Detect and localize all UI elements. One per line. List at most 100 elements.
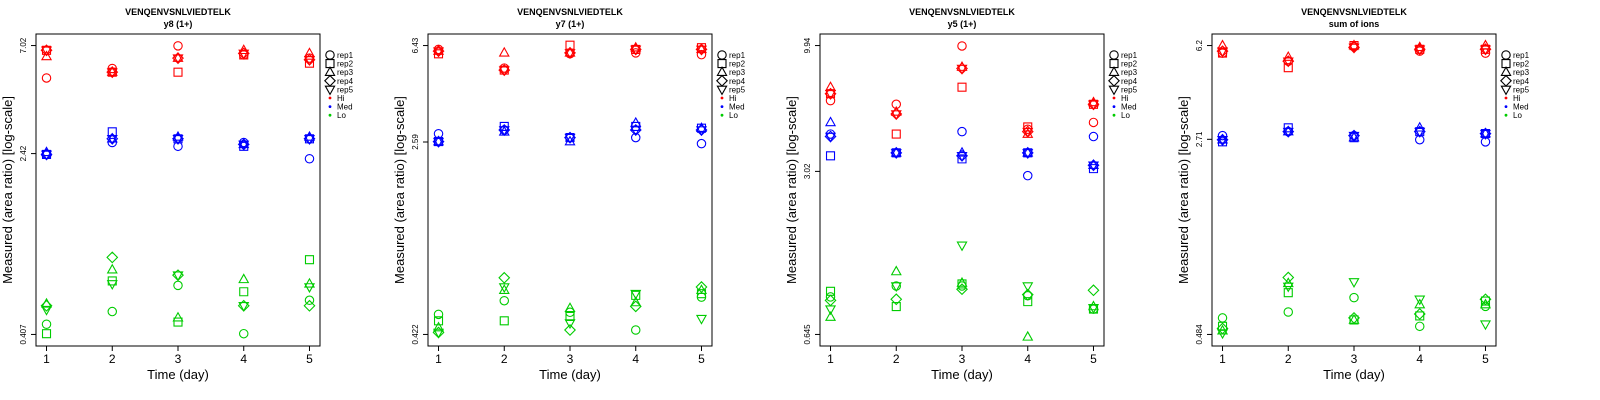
data-point (304, 295, 315, 306)
data-point (41, 73, 52, 83)
legend-color-dot (328, 113, 332, 117)
legend-symbol (1108, 85, 1120, 96)
y-axis-label: Measured (area ratio) [log-scale] (0, 96, 15, 284)
legend-color-dot (1112, 96, 1116, 100)
data-point (890, 282, 902, 293)
legend-label: Lo (337, 111, 346, 120)
legend-color-dot (1504, 96, 1508, 100)
data-point (1216, 39, 1229, 50)
data-point (564, 133, 576, 144)
plot-frame (35, 33, 321, 347)
y-tick-label: 0.407 (19, 324, 28, 345)
x-tick-label: 2 (1285, 352, 1292, 366)
data-point (173, 317, 183, 327)
data-point (696, 289, 707, 299)
data-point (1022, 146, 1034, 157)
legend-color-dot (1504, 113, 1508, 117)
data-point (957, 82, 967, 92)
data-point (1480, 296, 1491, 306)
data-point (1282, 125, 1294, 136)
data-point (564, 46, 576, 57)
chart-title: VENQENVSNLVIEDTELK (517, 7, 623, 17)
data-point (957, 41, 967, 51)
data-point (238, 140, 250, 151)
data-point (1282, 282, 1294, 293)
y-tick-label: 9.94 (803, 37, 812, 53)
data-point (498, 46, 510, 57)
x-tick-label: 2 (501, 352, 508, 366)
x-tick-label: 4 (240, 352, 247, 366)
legend-symbol (716, 74, 728, 87)
data-point (238, 49, 250, 60)
data-point (172, 311, 184, 322)
legend-label: rep4 (1121, 77, 1138, 86)
data-point (564, 324, 576, 336)
data-point (239, 50, 249, 60)
x-tick-label: 2 (893, 352, 900, 366)
data-point (173, 141, 183, 152)
data-point (499, 316, 509, 326)
data-point (1282, 57, 1294, 68)
data-point (432, 321, 445, 332)
data-point (696, 49, 707, 60)
data-point (172, 54, 184, 65)
data-point (106, 68, 118, 79)
data-point (825, 292, 836, 302)
legend-symbol (717, 59, 727, 69)
data-point (956, 283, 968, 296)
data-point (1283, 307, 1294, 317)
data-point (41, 319, 52, 330)
data-point (825, 95, 836, 106)
chart-subtitle: y7 (1+) (556, 19, 585, 29)
y-tick-label: 2.71 (1195, 131, 1204, 147)
data-point (824, 89, 837, 100)
data-point (498, 126, 510, 137)
data-point (172, 271, 184, 282)
plot-frame (819, 33, 1105, 347)
data-point (106, 132, 118, 143)
data-point (1348, 278, 1360, 288)
chart-panel: VENQENVSNLVIEDTELK y7 (1+) 1 2 3 4 5 Time (day)… (392, 7, 746, 382)
data-point (173, 41, 183, 51)
data-point (956, 64, 968, 75)
data-point (432, 137, 445, 148)
x-tick-label: 2 (109, 352, 116, 366)
legend-label: Hi (729, 94, 737, 103)
legend-label: rep2 (1121, 60, 1138, 69)
data-point (1216, 329, 1229, 340)
data-point (956, 146, 968, 157)
legend-label: rep4 (729, 77, 746, 86)
plot-frame (427, 33, 713, 347)
legend-label: Hi (1513, 94, 1521, 103)
y-axis-label: Measured (area ratio) [log-scale] (1176, 96, 1191, 284)
legend-label: rep4 (1513, 77, 1530, 86)
chart-panel: VENQENVSNLVIEDTELK sum of ions 1 2 3 4 5 Time (… (1176, 7, 1530, 382)
data-point (106, 135, 118, 145)
legend-label: Med (1121, 103, 1137, 112)
legend-symbol (1108, 74, 1120, 87)
data-point (172, 135, 184, 145)
x-tick-label: 3 (175, 352, 182, 366)
data-point (824, 310, 837, 321)
data-point (1087, 161, 1100, 172)
plot-frame (1211, 33, 1497, 347)
y-tick-label: 2.42 (19, 145, 28, 161)
legend-symbol (716, 66, 728, 76)
data-point (695, 281, 708, 293)
legend-symbol (1501, 50, 1511, 60)
legend-label: rep3 (729, 68, 746, 77)
chart-panel: VENQENVSNLVIEDTELK y8 (1+) 1 2 3 4 5 Time (day)… (0, 7, 354, 382)
x-axis-label: Time (day) (1323, 367, 1385, 382)
data-point (695, 45, 708, 56)
data-point (825, 286, 836, 296)
data-point (890, 146, 902, 157)
y-tick-label: 6.43 (411, 37, 420, 53)
legend-color-dot (328, 105, 332, 108)
data-point (1414, 45, 1426, 56)
x-tick-label: 1 (1219, 352, 1226, 366)
data-point (432, 328, 445, 339)
legend-symbol (1501, 59, 1511, 69)
legend-symbol (1108, 66, 1120, 76)
data-point (824, 116, 837, 127)
